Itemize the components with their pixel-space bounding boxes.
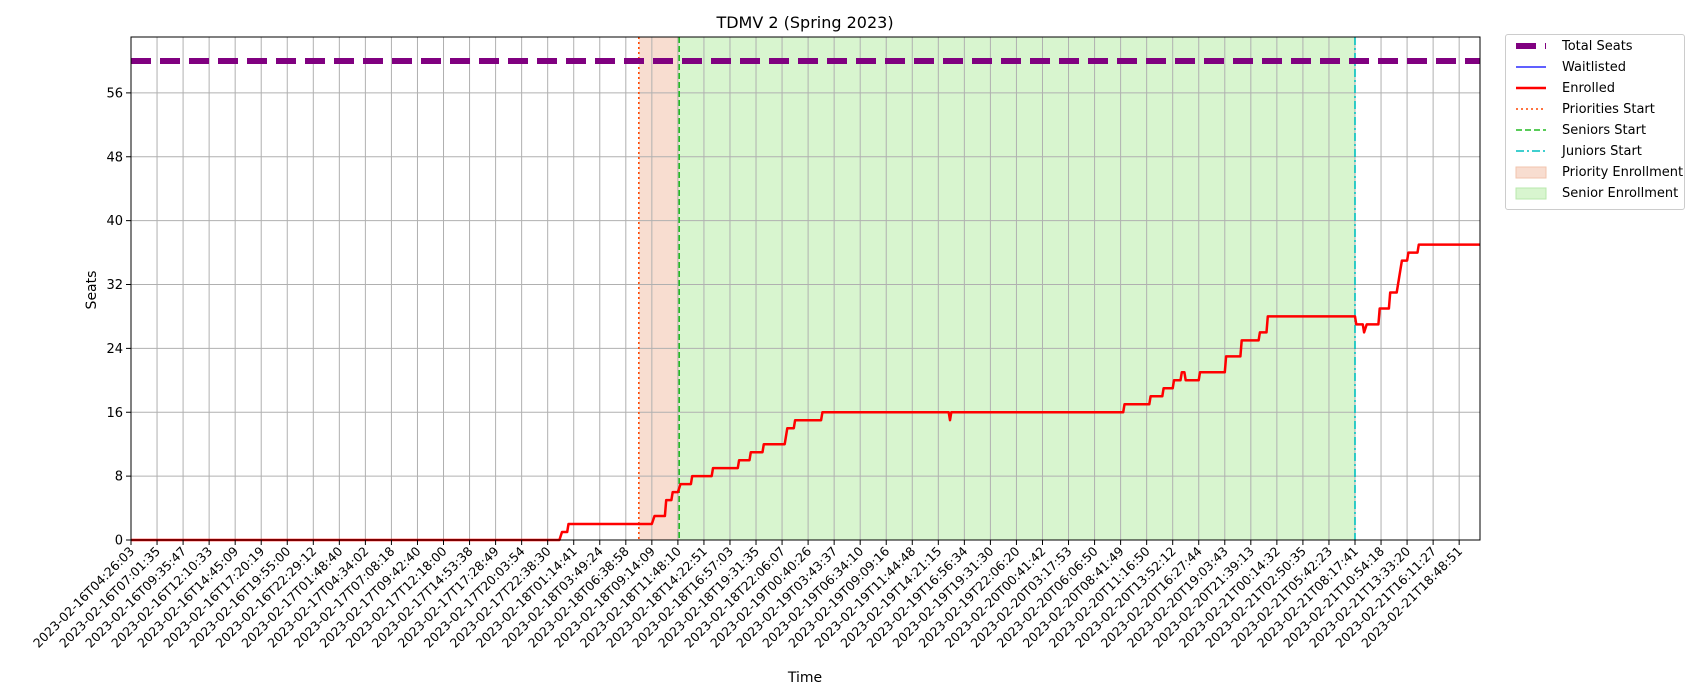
legend-swatch bbox=[1516, 66, 1546, 68]
span-senior-enrollment bbox=[679, 37, 1355, 540]
legend-swatch bbox=[1515, 187, 1547, 200]
span-priority-enrollment bbox=[638, 37, 680, 540]
plot-frame bbox=[130, 36, 1481, 541]
grid-lines bbox=[130, 37, 1480, 541]
legend-label: Waitlisted bbox=[1562, 59, 1627, 75]
legend-item: Enrolled bbox=[1514, 79, 1615, 97]
legend: Total Seats Waitlisted Enrolled Priorities … bbox=[1505, 34, 1685, 210]
legend-item: Juniors Start bbox=[1514, 142, 1642, 160]
legend-swatch bbox=[1516, 43, 1546, 49]
y-tick-label: 8 bbox=[115, 470, 123, 485]
y-tick-label: 16 bbox=[106, 406, 123, 421]
series-enrolled bbox=[131, 243, 1480, 542]
legend-item: Total Seats bbox=[1514, 37, 1633, 55]
legend-label: Seniors Start bbox=[1562, 122, 1647, 138]
legend-item: Senior Enrollment bbox=[1514, 184, 1678, 202]
legend-item: Priority Enrollment bbox=[1514, 163, 1683, 181]
legend-swatch bbox=[1516, 108, 1546, 110]
y-tick-label: 24 bbox=[106, 342, 123, 357]
legend-label: Priorities Start bbox=[1562, 101, 1655, 117]
legend-swatch bbox=[1516, 129, 1546, 131]
legend-swatch bbox=[1516, 150, 1546, 152]
legend-item: Seniors Start bbox=[1514, 121, 1646, 139]
legend-swatch bbox=[1516, 86, 1546, 90]
legend-item: Priorities Start bbox=[1514, 100, 1655, 118]
axes: 2023-02-16T04:26:032023-02-16T07:01:3520… bbox=[30, 36, 1481, 651]
y-tick-label: 32 bbox=[106, 278, 123, 293]
legend-label: Senior Enrollment bbox=[1562, 185, 1679, 201]
legend-label: Juniors Start bbox=[1562, 143, 1642, 159]
y-tick-label: 40 bbox=[106, 214, 123, 229]
shaded-periods bbox=[638, 37, 1355, 540]
y-axis-label: Seats bbox=[84, 271, 100, 310]
legend-label: Priority Enrollment bbox=[1562, 164, 1684, 180]
x-axis-label: Time bbox=[787, 670, 822, 686]
legend-swatch bbox=[1515, 166, 1547, 179]
legend-label: Total Seats bbox=[1562, 38, 1633, 54]
y-tick-label: 56 bbox=[106, 86, 123, 101]
y-tick-label: 0 bbox=[115, 534, 123, 549]
y-tick-label: 48 bbox=[106, 150, 123, 165]
series-lines bbox=[131, 37, 1480, 542]
legend-label: Enrolled bbox=[1562, 80, 1615, 96]
legend-item: Waitlisted bbox=[1514, 58, 1626, 76]
chart-title: TDMV 2 (Spring 2023) bbox=[715, 13, 893, 32]
